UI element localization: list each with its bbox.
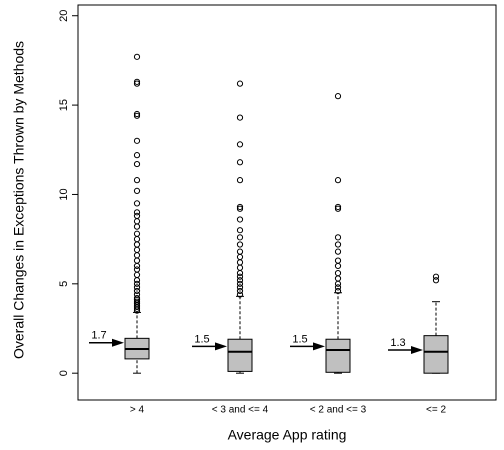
outlier <box>236 291 244 298</box>
outlier <box>236 159 244 166</box>
outlier <box>133 80 141 87</box>
outlier <box>236 203 244 211</box>
outlier <box>236 80 244 87</box>
outlier <box>133 187 141 194</box>
x-tick-label: < 3 and <= 4 <box>212 405 269 416</box>
outlier <box>334 284 342 291</box>
outlier <box>236 259 244 266</box>
outlier <box>334 269 342 277</box>
outlier <box>334 203 342 211</box>
outlier <box>133 280 141 287</box>
outlier <box>133 209 141 216</box>
outlier <box>133 160 141 168</box>
outlier <box>133 223 141 230</box>
outlier <box>334 257 342 264</box>
outlier <box>334 241 342 248</box>
mean-label: 1.3 <box>390 337 405 349</box>
outlier <box>334 234 342 241</box>
outlier <box>133 271 141 278</box>
x-tick-label: <= 2 <box>426 405 446 416</box>
outlier <box>236 177 244 184</box>
mean-arrowhead <box>313 342 325 351</box>
mean-arrowhead <box>112 338 124 347</box>
outlier <box>133 287 141 295</box>
outlier <box>236 114 244 121</box>
outlier <box>236 141 244 148</box>
plot-frame <box>77 4 497 401</box>
outlier <box>133 218 141 225</box>
mean-label: 1.5 <box>194 333 209 345</box>
outlier <box>133 112 141 119</box>
outlier <box>133 257 141 264</box>
outlier <box>236 253 244 261</box>
outlier <box>133 291 141 298</box>
x-axis-label: Average App rating <box>228 427 347 443</box>
outlier <box>334 280 342 287</box>
outlier <box>133 177 141 184</box>
outlier <box>236 277 244 284</box>
outlier <box>236 287 244 295</box>
outlier <box>236 273 244 280</box>
outlier <box>236 269 244 277</box>
outlier <box>133 262 141 270</box>
outlier <box>133 252 141 259</box>
outlier <box>334 93 342 100</box>
outlier <box>236 216 244 223</box>
outlier <box>334 287 342 295</box>
y-tick-label: 0 <box>58 370 70 376</box>
outlier <box>236 241 244 248</box>
y-tick-label: 5 <box>58 281 70 287</box>
outlier <box>236 264 244 271</box>
mean-label: 1.7 <box>91 330 106 342</box>
y-axis-label: Overall Changes in Exceptions Thrown by … <box>11 41 27 359</box>
x-tick-label: > 4 <box>130 405 145 416</box>
outlier <box>334 262 342 270</box>
outlier <box>236 248 244 255</box>
mean-arrowhead <box>411 345 423 354</box>
outlier <box>133 152 141 159</box>
outlier <box>133 246 141 253</box>
outlier <box>133 277 141 284</box>
mean-arrowhead <box>215 342 227 351</box>
outlier <box>334 275 342 282</box>
outlier <box>133 212 141 220</box>
box <box>423 335 449 374</box>
x-tick-label: < 2 and <= 3 <box>310 405 367 416</box>
outlier <box>133 284 141 291</box>
outlier <box>236 284 244 291</box>
outlier <box>236 227 244 234</box>
mean-label: 1.5 <box>292 333 307 345</box>
box <box>325 338 351 373</box>
outlier <box>432 273 440 280</box>
outlier <box>133 200 141 207</box>
box <box>227 338 253 372</box>
outlier <box>133 266 141 273</box>
outlier <box>432 277 440 284</box>
outlier <box>133 236 141 243</box>
outlier <box>133 241 141 248</box>
outlier <box>133 110 141 118</box>
outlier <box>236 205 244 212</box>
outlier <box>133 298 141 305</box>
outlier <box>133 53 141 60</box>
outlier <box>334 177 342 184</box>
y-tick-label: 20 <box>58 10 70 22</box>
y-tick-label: 15 <box>58 99 70 111</box>
outlier <box>133 230 141 237</box>
outlier <box>133 78 141 85</box>
outlier <box>133 137 141 144</box>
outlier <box>236 234 244 241</box>
y-tick-label: 10 <box>58 188 70 200</box>
outlier <box>236 280 244 287</box>
outlier <box>133 295 141 302</box>
outlier <box>334 205 342 212</box>
outlier <box>334 248 342 255</box>
